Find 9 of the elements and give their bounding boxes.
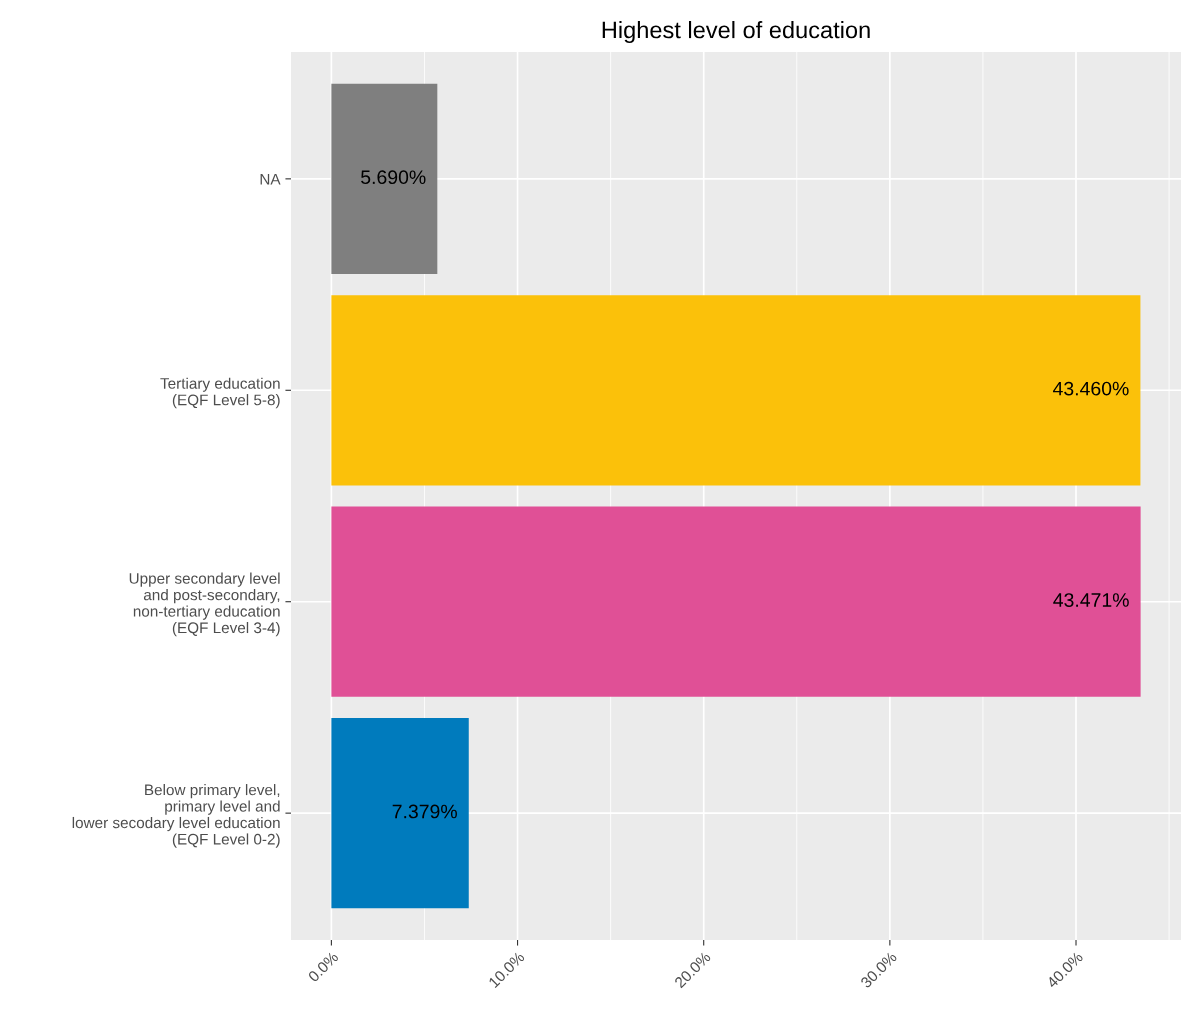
- data-label: 5.690%: [361, 170, 426, 185]
- chart-title: Highest level of education: [602, 21, 870, 44]
- y-tick-label: Below primary level, primary level and lower secodary level education (EQF Level 0-2): [72, 784, 280, 848]
- data-label: 7.379%: [392, 804, 457, 819]
- data-label: 43.471%: [1053, 593, 1129, 607]
- y-tick-label: Upper secondary level and post-secondary, non-tertiary education (EQF Level 3-4): [129, 572, 280, 637]
- y-tick-label: NA: [260, 173, 281, 185]
- data-label: 43.460%: [1053, 381, 1129, 396]
- y-tick-label: Tertiary education (EQF Level 5-8): [160, 377, 280, 409]
